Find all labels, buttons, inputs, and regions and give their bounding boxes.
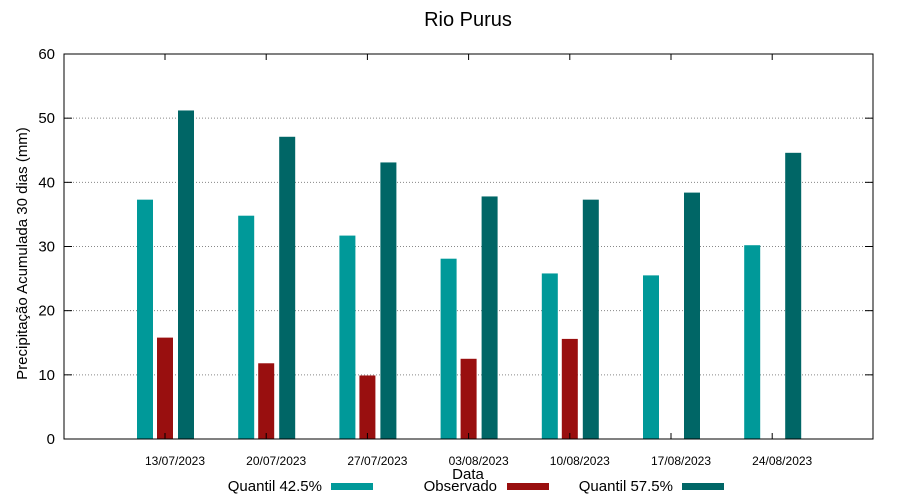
bar bbox=[541, 273, 558, 439]
bar bbox=[380, 162, 397, 440]
y-axis: 0 10 20 30 40 50 60 bbox=[38, 46, 873, 448]
bars bbox=[137, 110, 802, 440]
bar bbox=[359, 375, 376, 439]
x-tick-label: 17/08/2023 bbox=[651, 454, 711, 468]
bar bbox=[178, 110, 194, 439]
x-tick-label: 27/07/2023 bbox=[347, 454, 407, 468]
y-axis-label: Precipitação Acumulada 30 dias (mm) bbox=[14, 127, 31, 380]
y-tick-label: 10 bbox=[38, 367, 55, 384]
legend-label: Observado bbox=[424, 478, 497, 495]
bar bbox=[157, 337, 173, 439]
bar bbox=[643, 275, 659, 439]
y-tick-label: 20 bbox=[38, 303, 55, 320]
bar bbox=[279, 136, 296, 439]
chart-title: Rio Purus bbox=[424, 9, 512, 31]
x-tick-label: 03/08/2023 bbox=[449, 454, 509, 468]
x-tick-label: 13/07/2023 bbox=[145, 454, 205, 468]
x-tick-label: 10/08/2023 bbox=[550, 454, 610, 468]
legend-swatch bbox=[331, 483, 373, 490]
x-axis-label: Data bbox=[452, 466, 484, 483]
legend-swatch bbox=[682, 483, 724, 490]
bar bbox=[339, 235, 356, 439]
legend: Quantil 42.5% Observado Quantil 57.5% bbox=[228, 478, 724, 495]
bar bbox=[460, 358, 477, 439]
bar bbox=[582, 199, 599, 439]
legend-swatch bbox=[507, 483, 549, 490]
y-tick-label: 60 bbox=[38, 46, 55, 63]
x-tick-label: 24/08/2023 bbox=[752, 454, 812, 468]
bar bbox=[744, 245, 761, 439]
x-tick-label: 20/07/2023 bbox=[246, 454, 306, 468]
bar bbox=[481, 196, 498, 439]
bar bbox=[258, 363, 275, 439]
x-axis: 13/07/2023 20/07/2023 27/07/2023 03/08/2023… bbox=[145, 54, 813, 468]
bar bbox=[684, 192, 700, 439]
y-tick-label: 40 bbox=[38, 174, 55, 191]
legend-label: Quantil 42.5% bbox=[228, 478, 322, 495]
bar bbox=[238, 215, 255, 439]
bar bbox=[137, 199, 153, 439]
y-tick-label: 50 bbox=[38, 110, 55, 127]
bar bbox=[785, 152, 802, 440]
bar bbox=[561, 338, 578, 439]
bar bbox=[440, 258, 457, 439]
legend-label: Quantil 57.5% bbox=[579, 478, 673, 495]
y-tick-label: 30 bbox=[38, 239, 55, 256]
y-tick-label: 0 bbox=[47, 431, 55, 448]
